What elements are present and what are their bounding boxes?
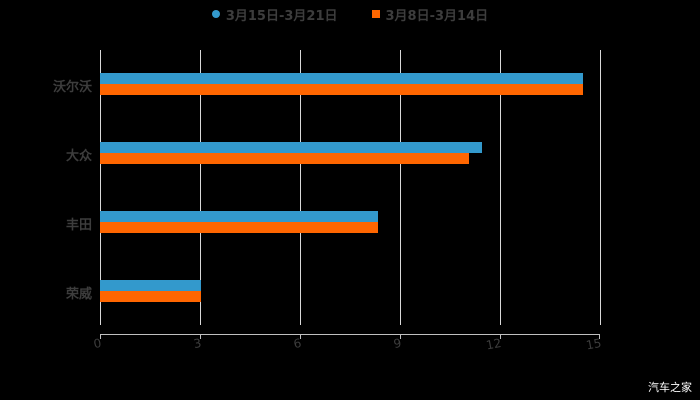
gridline-15 [600,50,601,325]
x-axis-line [100,334,600,335]
chart-legend: 3月15日-3月21日 3月8日-3月14日 [0,4,700,24]
watermark: 汽车之家 [648,381,692,394]
bar-volvo-previous[interactable] [100,84,583,95]
y-axis-label-roewe: 荣威 [65,287,92,302]
x-tick-label: 0 [92,336,103,352]
x-tick-mark [400,334,401,339]
legend-circle-marker-icon [211,10,220,18]
bar-roewe-current[interactable] [100,280,201,291]
x-tick-mark [500,334,501,339]
x-tick-mark [100,334,101,339]
gridlines [100,50,601,325]
y-axis-label-volvo: 沃尔沃 [52,80,92,95]
y-axis-label-toyota: 丰田 [65,218,92,233]
y-axis-label-volkswagen: 大众 [65,149,92,164]
bar-toyota-current[interactable] [100,211,378,222]
legend-label: 3月15日-3月21日 [225,8,338,24]
bar-toyota-previous[interactable] [100,222,378,233]
x-tick-label: 6 [292,336,303,352]
gridline-9 [400,50,401,325]
gridline-6 [300,50,301,325]
gridline-0 [100,50,101,325]
x-tick-label: 12 [484,336,503,353]
gridline-12 [500,50,501,325]
x-tick-label: 3 [192,336,203,352]
x-tick-mark [300,334,301,339]
x-tick-label: 9 [392,336,403,352]
legend-label: 3月8日-3月14日 [385,8,489,24]
legend-item-week-current[interactable]: 3月15日-3月21日 [211,5,338,24]
x-tick-mark [200,334,201,339]
legend-item-week-previous[interactable]: 3月8日-3月14日 [371,5,489,24]
bar-roewe-previous[interactable] [100,291,201,302]
x-tick-label: 15 [584,336,603,353]
bar-volkswagen-current[interactable] [100,142,482,153]
gridline-3 [200,50,201,325]
bar-volkswagen-previous[interactable] [100,153,469,164]
legend-square-marker-icon [371,10,380,18]
bar-volvo-current[interactable] [100,73,583,84]
x-tick-mark [599,334,600,339]
